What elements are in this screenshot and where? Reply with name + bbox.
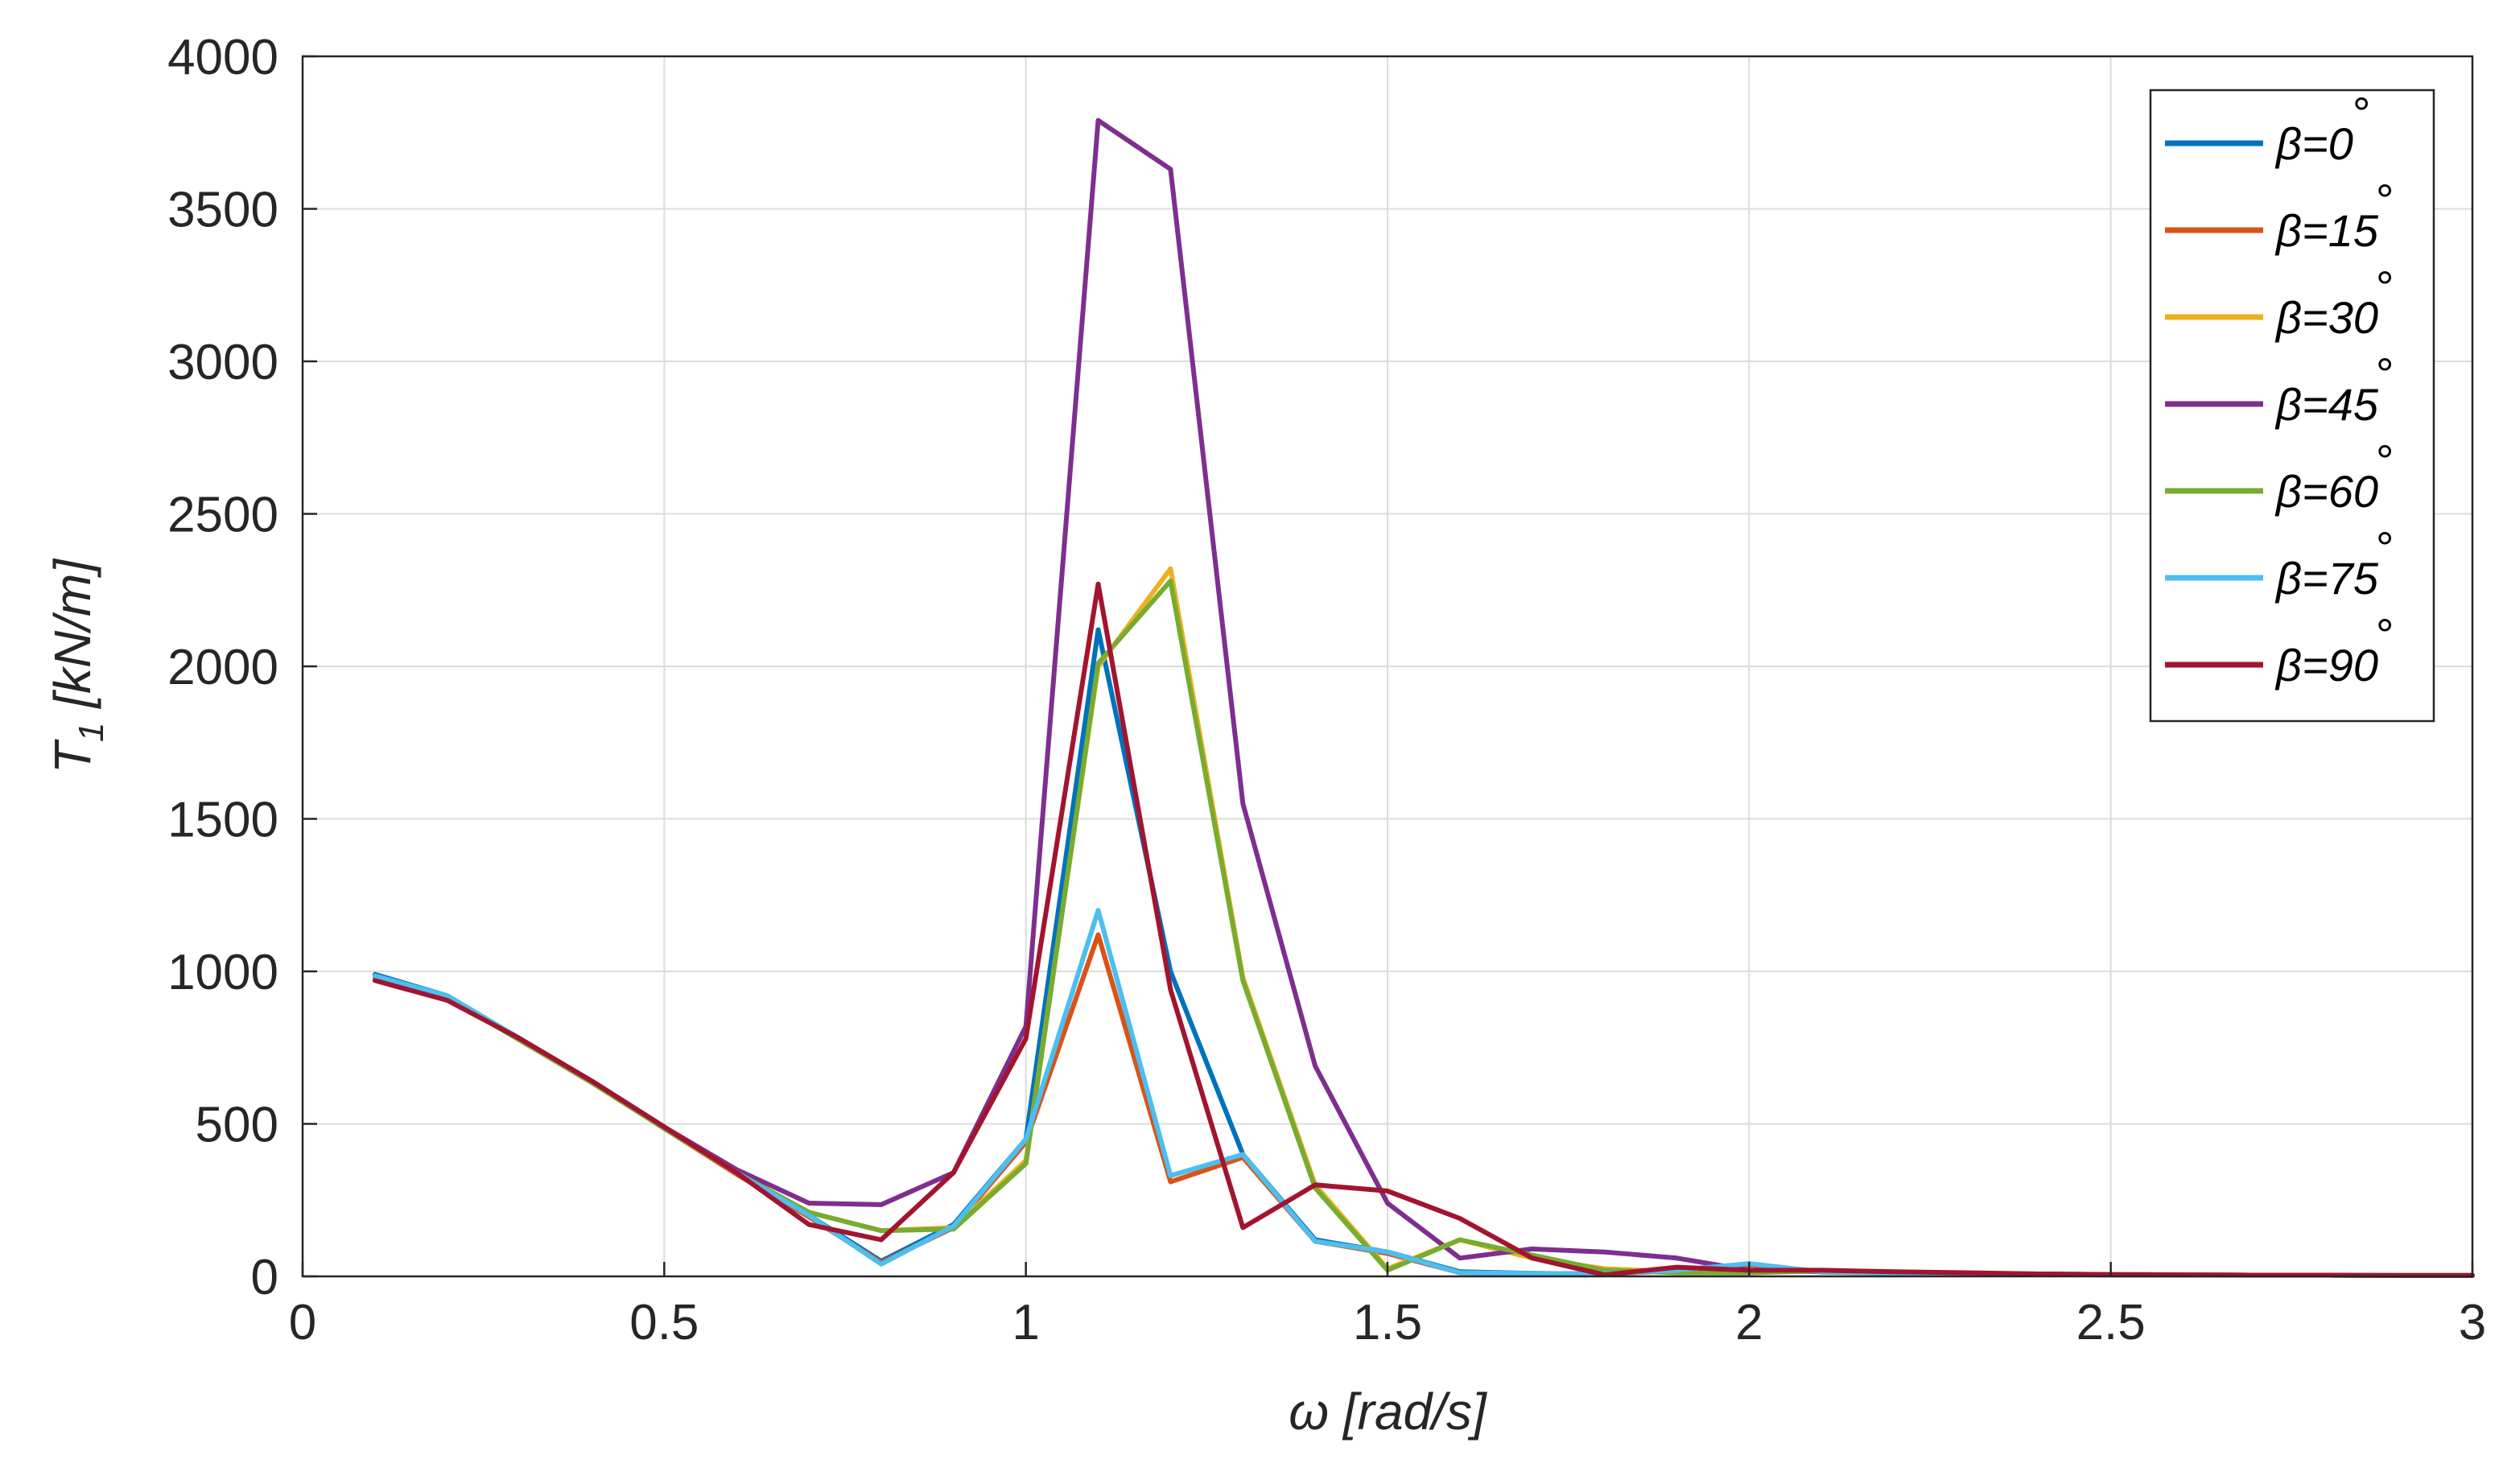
legend-label: β=60	[2274, 466, 2378, 517]
y-tick-label: 500	[196, 1098, 278, 1153]
y-tick-label: 3500	[167, 183, 278, 238]
legend: β=0°β=15°β=30°β=45°β=60°β=75°β=90°	[2149, 88, 2435, 723]
series-group	[372, 117, 2475, 1278]
y-axis-ticks: 0 500 1000 1500 2000 2500 3000 3500 4000	[167, 30, 317, 1305]
x-tick-label: 1	[1012, 1295, 1039, 1350]
y-tick-label: 1000	[167, 945, 278, 1000]
x-tick-label: 2	[1735, 1295, 1763, 1350]
legend-degree-symbol: °	[2374, 262, 2392, 312]
legend-item: β=15°	[2165, 175, 2392, 256]
series-line	[372, 581, 2475, 1278]
y-tick-label: 4000	[167, 30, 278, 85]
x-tick-label: 0	[289, 1295, 316, 1350]
y-tick-label: 2000	[167, 640, 278, 695]
legend-label: β=45	[2274, 379, 2379, 430]
grid	[302, 56, 2473, 1277]
y-tick-label: 3000	[167, 335, 278, 390]
legend-degree-symbol: °	[2374, 609, 2392, 660]
legend-label: β=15	[2274, 205, 2379, 256]
legend-item: β=0°	[2165, 88, 2369, 169]
legend-item: β=90°	[2165, 609, 2392, 690]
y-axis-label: T1 [kN/m]	[43, 559, 111, 773]
legend-label: β=30	[2274, 292, 2378, 343]
x-tick-label: 0.5	[629, 1295, 699, 1350]
legend-item: β=75°	[2165, 522, 2392, 604]
y-tick-label: 2500	[167, 488, 278, 543]
y-axis-label-main: T	[43, 739, 101, 773]
legend-degree-symbol: °	[2374, 348, 2392, 399]
x-tick-label: 3	[2459, 1295, 2486, 1350]
x-tick-label: 1.5	[1353, 1295, 1422, 1350]
legend-label: β=90	[2274, 640, 2378, 690]
y-axis-label-subscript: 1	[72, 723, 111, 742]
x-axis-label: ω [rad/s]	[1289, 1383, 1487, 1441]
legend-item: β=60°	[2165, 435, 2392, 517]
y-tick-label: 1500	[167, 793, 278, 848]
series-7	[372, 581, 2475, 1278]
legend-label: β=0	[2274, 118, 2353, 169]
x-axis-ticks: 0 0.5 1 1.5 2 2.5 3	[289, 1262, 2486, 1350]
legend-item: β=30°	[2165, 262, 2392, 343]
legend-label: β=75	[2274, 553, 2379, 604]
x-tick-label: 2.5	[2076, 1295, 2146, 1350]
y-axis-label-unit: [kN/m]	[43, 559, 101, 723]
y-tick-label: 0	[251, 1250, 278, 1305]
legend-degree-symbol: °	[2374, 435, 2392, 486]
legend-degree-symbol: °	[2374, 175, 2392, 225]
legend-degree-symbol: °	[2351, 88, 2369, 138]
legend-item: β=45°	[2165, 348, 2392, 430]
legend-degree-symbol: °	[2374, 522, 2392, 573]
